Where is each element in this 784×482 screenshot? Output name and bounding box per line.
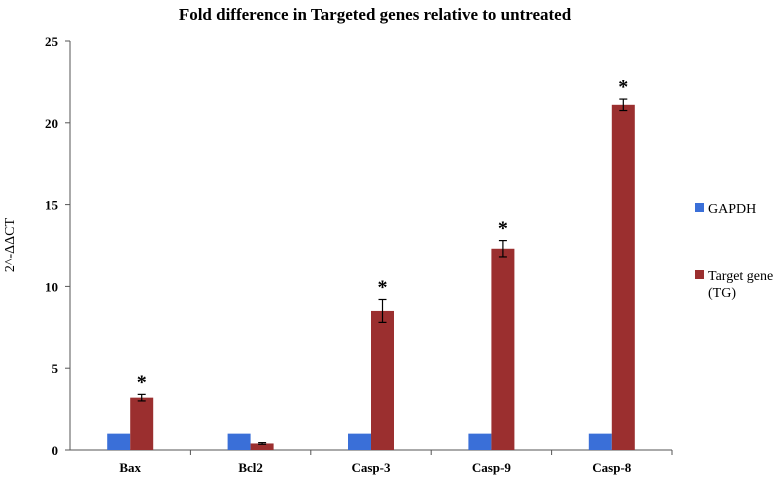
significance-star: * xyxy=(618,76,628,98)
bar-target-gene xyxy=(611,104,635,450)
x-category-label: Casp-3 xyxy=(351,460,391,475)
bar-gapdh xyxy=(468,433,492,450)
x-category-label: Casp-8 xyxy=(592,460,632,475)
y-tick-label: 25 xyxy=(45,34,59,49)
significance-star: * xyxy=(498,218,508,240)
bar-gapdh xyxy=(348,433,371,450)
legend-label-gapdh: GAPDH xyxy=(708,202,756,217)
significance-star: * xyxy=(137,371,147,393)
bar-gapdh xyxy=(107,433,131,450)
significance-star: * xyxy=(378,276,388,298)
y-tick-label: 20 xyxy=(45,116,58,131)
labels: 0 5 10 15 20 25 * Bax Bcl2 * Casp-3 * Casp-9 * Casp-8 xyxy=(45,34,632,475)
axes xyxy=(65,40,673,455)
bar-gapdh xyxy=(227,433,251,450)
y-tick-label: 15 xyxy=(45,198,59,213)
y-tick-label: 0 xyxy=(52,443,59,458)
chart-title: Fold difference in Targeted genes relati… xyxy=(178,5,572,24)
bars xyxy=(107,98,635,450)
x-category-label: Bcl2 xyxy=(238,460,263,475)
bar-target-gene xyxy=(130,397,154,450)
bar-target-gene xyxy=(491,248,515,450)
bar-gapdh xyxy=(588,433,612,450)
legend: GAPDH Target gene (TG) xyxy=(695,202,773,301)
bar-target-gene xyxy=(371,310,394,450)
y-axis-label-group: 2^-ΔΔCT xyxy=(3,217,18,272)
legend-label-target-gene: Target gene (TG) xyxy=(708,269,773,301)
x-category-label: Casp-9 xyxy=(472,460,512,475)
bar-target-gene xyxy=(250,443,274,450)
y-tick-label: 10 xyxy=(45,279,58,294)
legend-swatch-gapdh xyxy=(695,203,704,212)
y-tick-label: 5 xyxy=(52,361,59,376)
legend-swatch-target-gene xyxy=(695,270,704,279)
x-category-label: Bax xyxy=(119,460,141,475)
y-axis-label: 2^-ΔΔCT xyxy=(3,217,18,272)
